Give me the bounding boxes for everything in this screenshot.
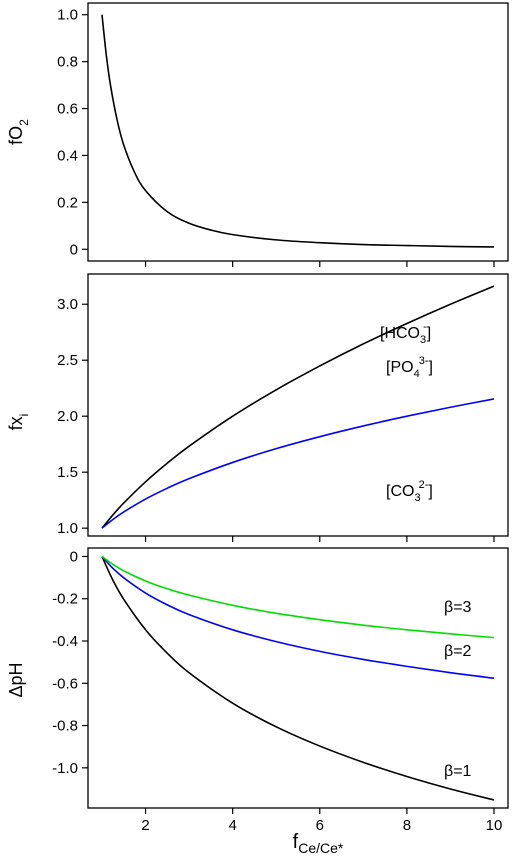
x-tick-label: 6 [316, 817, 324, 834]
series-group [101, 555, 495, 801]
y-axis-label-main: ΔpH [6, 662, 26, 697]
series-group [101, 14, 495, 248]
series-line-0 [101, 14, 495, 248]
label-beta1: β=1 [444, 763, 472, 780]
x-axis-ticks [144, 261, 495, 267]
label-beta2: β=2 [444, 643, 472, 660]
label-po4: [PO43-] [386, 355, 433, 380]
y-tick-label: 0 [70, 241, 78, 258]
x-axis-label: fCe/Ce* [293, 831, 344, 856]
x-axis-ticks [144, 536, 495, 542]
y-tick-label: 0.2 [57, 194, 78, 211]
y-tick-label: 0.6 [57, 101, 78, 118]
panel-frame [87, 273, 509, 537]
panel-frame [87, 2, 509, 262]
y-tick-label: 2.0 [57, 408, 78, 425]
panel-fo2: 0 0.2 0.4 0.6 0.8 1.0 fO2 [6, 2, 509, 267]
y-axis-label-sub: i [17, 414, 31, 417]
y-axis-label: ΔpH [6, 662, 26, 697]
y-tick-label: -0.6 [52, 675, 78, 692]
y-tick-label: 0.8 [57, 54, 78, 71]
y-tick-label: -0.2 [52, 591, 78, 608]
y-tick-label: 3.0 [57, 296, 78, 313]
y-tick-label: 1.0 [57, 520, 78, 537]
y-tick-label: 2.5 [57, 352, 78, 369]
y-axis-ticks: 0 -0.2 -0.4 -0.6 -0.8 -1.0 [52, 548, 88, 777]
y-axis-label-main: fx [6, 416, 26, 430]
x-axis-label-main: f [293, 831, 299, 853]
panel-dph: 0 -0.2 -0.4 -0.6 -0.8 -1.0 2 4 6 8 10 ΔpH β=3 β=2… [6, 547, 509, 856]
label-beta3: β=3 [444, 599, 472, 616]
series-line-0 [101, 285, 495, 529]
x-tick-label: 8 [403, 817, 411, 834]
y-tick-label: 1.0 [57, 7, 78, 24]
y-axis-label-sub: 2 [17, 119, 31, 126]
x-tick-label: 4 [228, 817, 236, 834]
y-tick-label: -1.0 [52, 760, 78, 777]
y-tick-label: -0.8 [52, 718, 78, 735]
y-tick-label: 0.4 [57, 147, 78, 164]
series-line-2 [101, 555, 495, 639]
label-co3: [CO32-] [386, 479, 433, 504]
x-tick-label: 10 [486, 817, 503, 834]
x-axis-label-sub: Ce/Ce* [298, 840, 344, 856]
panel-fxi: 1.0 1.5 2.0 2.5 3.0 fxi [HCO3-] [PO43-] [CO3… [6, 273, 509, 542]
series-group [101, 285, 495, 529]
series-line-1 [101, 555, 495, 680]
series-line-0 [101, 556, 495, 801]
y-tick-label: 0 [70, 548, 78, 565]
y-axis-ticks: 1.0 1.5 2.0 2.5 3.0 [57, 296, 88, 537]
y-tick-label: 1.5 [57, 464, 78, 481]
y-axis-ticks: 0 0.2 0.4 0.6 0.8 1.0 [57, 7, 88, 258]
y-axis-label: fO2 [6, 119, 31, 145]
y-axis-label-main: fO [6, 126, 26, 145]
label-hco3: [HCO3-] [380, 321, 431, 346]
series-line-1 [101, 398, 495, 529]
y-tick-label: -0.4 [52, 633, 78, 650]
panel-frame [87, 547, 509, 809]
x-tick-label: 2 [141, 817, 149, 834]
y-axis-label: fxi [6, 414, 31, 431]
x-axis-ticks: 2 4 6 8 10 [141, 808, 502, 834]
